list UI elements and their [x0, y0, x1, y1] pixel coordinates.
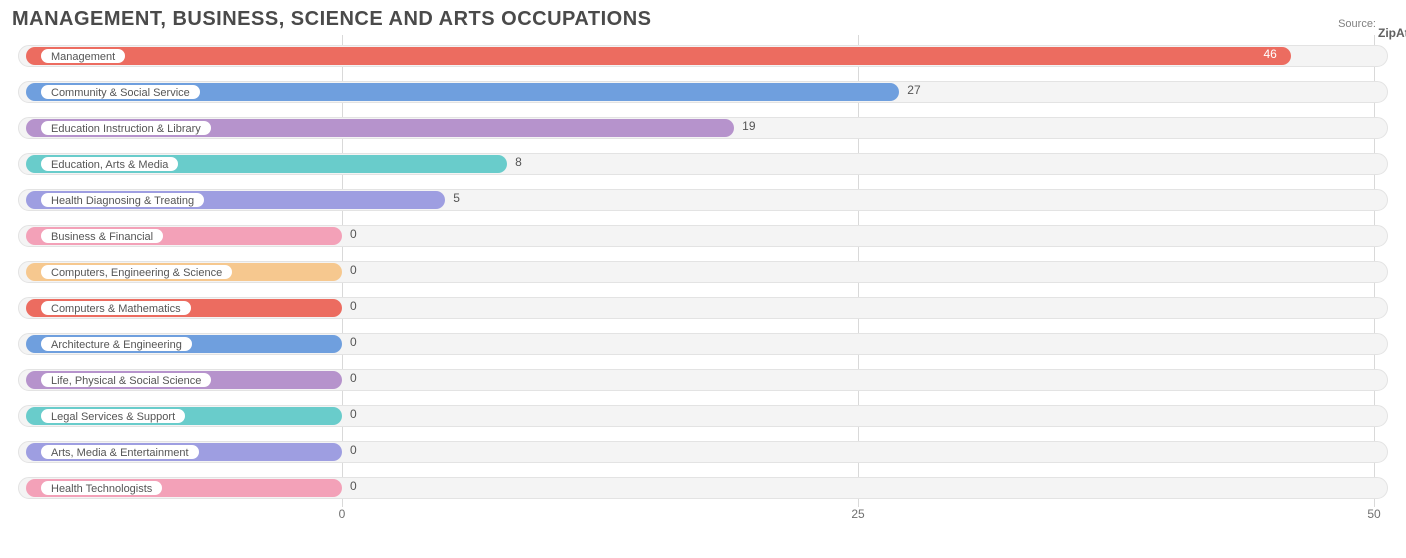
bar-value: 46: [1263, 47, 1276, 61]
bar-row: Arts, Media & Entertainment 0: [12, 435, 1394, 467]
bar-value: 0: [350, 263, 357, 277]
axis-tick: 25: [851, 507, 864, 521]
bar-row: Architecture & Engineering 0: [12, 327, 1394, 359]
bar-row: Life, Physical & Social Science 0: [12, 363, 1394, 395]
bar-value: 5: [453, 191, 460, 205]
bar-label-pill: Computers, Engineering & Science: [40, 264, 233, 280]
bar: [26, 47, 1291, 65]
bar-label-pill: Management: [40, 48, 126, 64]
source-caption: Source: ZipAtlas.com: [1338, 18, 1378, 30]
axis-tick: 50: [1367, 507, 1380, 521]
bar-label-pill: Arts, Media & Entertainment: [40, 444, 200, 460]
bar-value: 0: [350, 443, 357, 457]
bar-row: Legal Services & Support 0: [12, 399, 1394, 431]
bar-label-pill: Education, Arts & Media: [40, 156, 179, 172]
chart-area: Management 46 Community & Social Service 27…: [12, 35, 1394, 527]
bar-value: 0: [350, 227, 357, 241]
bar-label-pill: Health Technologists: [40, 480, 163, 496]
bar-row: Education Instruction & Library 19: [12, 111, 1394, 143]
bar-row: Community & Social Service 27: [12, 75, 1394, 107]
bar-label-pill: Community & Social Service: [40, 84, 201, 100]
bar-label-pill: Life, Physical & Social Science: [40, 372, 212, 388]
x-axis: 0 25 50: [12, 507, 1394, 527]
bar-row: Management 46: [12, 39, 1394, 71]
bar-value: 8: [515, 155, 522, 169]
bar-value: 27: [907, 83, 920, 97]
bar-label-pill: Architecture & Engineering: [40, 336, 193, 352]
bar-value: 19: [742, 119, 755, 133]
bar-label-pill: Business & Financial: [40, 228, 164, 244]
source-label: Source:: [1338, 18, 1376, 30]
bar-row: Health Technologists 0: [12, 471, 1394, 503]
axis-tick: 0: [339, 507, 346, 521]
bar-row: Computers, Engineering & Science 0: [12, 255, 1394, 287]
bar-value: 0: [350, 479, 357, 493]
bar-value: 0: [350, 299, 357, 313]
bar-row: Business & Financial 0: [12, 219, 1394, 251]
bar-value: 0: [350, 335, 357, 349]
bar-label-pill: Legal Services & Support: [40, 408, 186, 424]
bar-label-pill: Education Instruction & Library: [40, 120, 212, 136]
bar-row: Education, Arts & Media 8: [12, 147, 1394, 179]
chart-title: MANAGEMENT, BUSINESS, SCIENCE AND ARTS O…: [12, 8, 1394, 31]
bar-label-pill: Computers & Mathematics: [40, 300, 192, 316]
bar-value: 0: [350, 407, 357, 421]
bar-row: Health Diagnosing & Treating 5: [12, 183, 1394, 215]
bar-value: 0: [350, 371, 357, 385]
bar-label-pill: Health Diagnosing & Treating: [40, 192, 205, 208]
bar-row: Computers & Mathematics 0: [12, 291, 1394, 323]
